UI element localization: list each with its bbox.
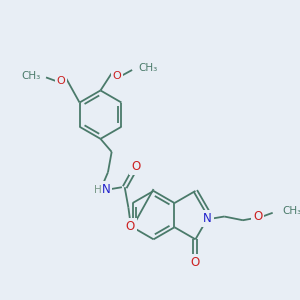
Text: CH₃: CH₃ bbox=[139, 63, 158, 73]
Text: O: O bbox=[126, 220, 135, 233]
Text: O: O bbox=[57, 76, 65, 86]
Text: O: O bbox=[253, 210, 262, 223]
Text: N: N bbox=[102, 183, 110, 196]
Text: O: O bbox=[191, 256, 200, 269]
Text: N: N bbox=[203, 212, 212, 225]
Text: CH₃: CH₃ bbox=[282, 206, 300, 216]
Text: O: O bbox=[113, 70, 122, 81]
Text: CH₃: CH₃ bbox=[21, 71, 40, 82]
Text: H: H bbox=[94, 185, 102, 195]
Text: O: O bbox=[131, 160, 140, 173]
